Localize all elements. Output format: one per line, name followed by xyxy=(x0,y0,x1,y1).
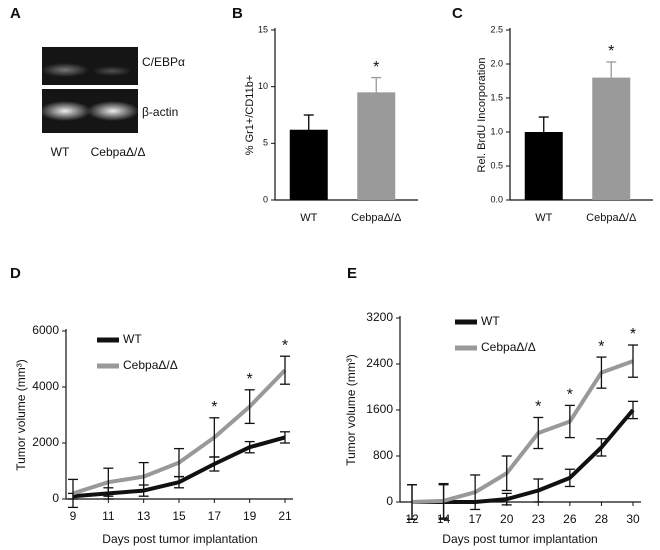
legend-label: WT xyxy=(481,314,500,328)
y-tick-label: 2400 xyxy=(366,356,393,370)
significance-star: * xyxy=(630,326,636,343)
y-axis-label: % Gr1+/CD11b+ xyxy=(244,75,256,156)
bar xyxy=(592,77,631,200)
x-tick-label: 9 xyxy=(70,509,77,523)
x-tick-label: 21 xyxy=(278,509,292,523)
y-tick-label: 15 xyxy=(258,24,268,34)
significance-star: * xyxy=(598,338,604,355)
y-tick-label: 2.5 xyxy=(490,24,503,34)
x-tick-label: 17 xyxy=(208,509,222,523)
x-tick-label: 19 xyxy=(243,509,257,523)
y-tick-label: 1600 xyxy=(366,402,393,416)
significance-star: * xyxy=(282,337,288,354)
y-tick-label: 1.5 xyxy=(490,92,503,102)
legend-label: CebpaΔ/Δ xyxy=(481,340,536,354)
legend-label: WT xyxy=(123,332,142,346)
y-tick-label: 3200 xyxy=(366,310,393,324)
gel-band xyxy=(41,63,89,77)
gel-panel: A C/EBPα β-actin WT CebpaΔ/Δ xyxy=(10,5,185,159)
panel-label: D xyxy=(10,265,21,282)
y-axis-label: Tumor volume (mm³) xyxy=(344,354,358,466)
bar xyxy=(357,92,396,200)
y-tick-label: 2000 xyxy=(32,435,59,449)
y-axis-label: Rel. BrdU Incorporation xyxy=(476,58,488,173)
y-tick-label: 800 xyxy=(373,448,393,462)
y-tick-label: 4000 xyxy=(32,379,59,393)
series-line xyxy=(412,408,635,504)
y-tick-label: 5 xyxy=(263,138,268,148)
x-tick-label: 15 xyxy=(172,509,186,523)
y-tick-label: 10 xyxy=(258,81,268,91)
x-tick-label: CebpaΔ/Δ xyxy=(351,212,402,224)
lane-label: CebpaΔ/Δ xyxy=(91,145,146,159)
significance-star: * xyxy=(535,399,541,416)
y-axis-label: Tumor volume (mm³) xyxy=(14,359,28,471)
y-tick-label: 6000 xyxy=(32,323,59,337)
panel-label: C xyxy=(452,5,463,22)
x-tick-label: 30 xyxy=(626,512,640,526)
x-axis-label: Days post tumor implantation xyxy=(442,532,597,546)
y-tick-label: 0 xyxy=(386,494,393,508)
gel-band xyxy=(92,66,132,76)
y-tick-label: 2.0 xyxy=(490,58,503,68)
x-tick-label: 13 xyxy=(137,509,151,523)
panel-label: E xyxy=(347,265,357,282)
x-tick-label: 26 xyxy=(563,512,577,526)
legend-label: CebpaΔ/Δ xyxy=(123,358,178,372)
significance-star: * xyxy=(211,399,217,416)
y-tick-label: 0.5 xyxy=(490,160,503,170)
y-tick-label: 0 xyxy=(52,491,59,505)
x-tick-label: 20 xyxy=(500,512,514,526)
x-axis-label: Days post tumor implantation xyxy=(102,532,257,546)
x-tick-label: 23 xyxy=(532,512,546,526)
panel-label: A xyxy=(10,5,21,22)
y-tick-label: 0.0 xyxy=(490,194,503,204)
x-tick-label: 11 xyxy=(102,509,115,523)
band-label: β-actin xyxy=(142,105,178,119)
y-tick-label: 1.0 xyxy=(490,126,503,136)
significance-star: * xyxy=(373,59,379,76)
significance-star: * xyxy=(247,371,253,388)
gel-band xyxy=(87,101,139,121)
y-tick-label: 0 xyxy=(263,194,268,204)
significance-star: * xyxy=(608,43,614,60)
x-tick-label: WT xyxy=(535,212,552,224)
panel-label: B xyxy=(232,5,243,22)
significance-star: * xyxy=(567,387,573,404)
series-line xyxy=(411,359,634,504)
x-tick-label: CebpaΔ/Δ xyxy=(586,212,637,224)
gel-band xyxy=(39,101,91,121)
x-tick-label: 28 xyxy=(595,512,609,526)
lane-label: WT xyxy=(51,145,70,159)
x-tick-label: 17 xyxy=(468,512,482,526)
x-tick-label: WT xyxy=(300,212,317,224)
band-label: C/EBPα xyxy=(142,55,185,69)
